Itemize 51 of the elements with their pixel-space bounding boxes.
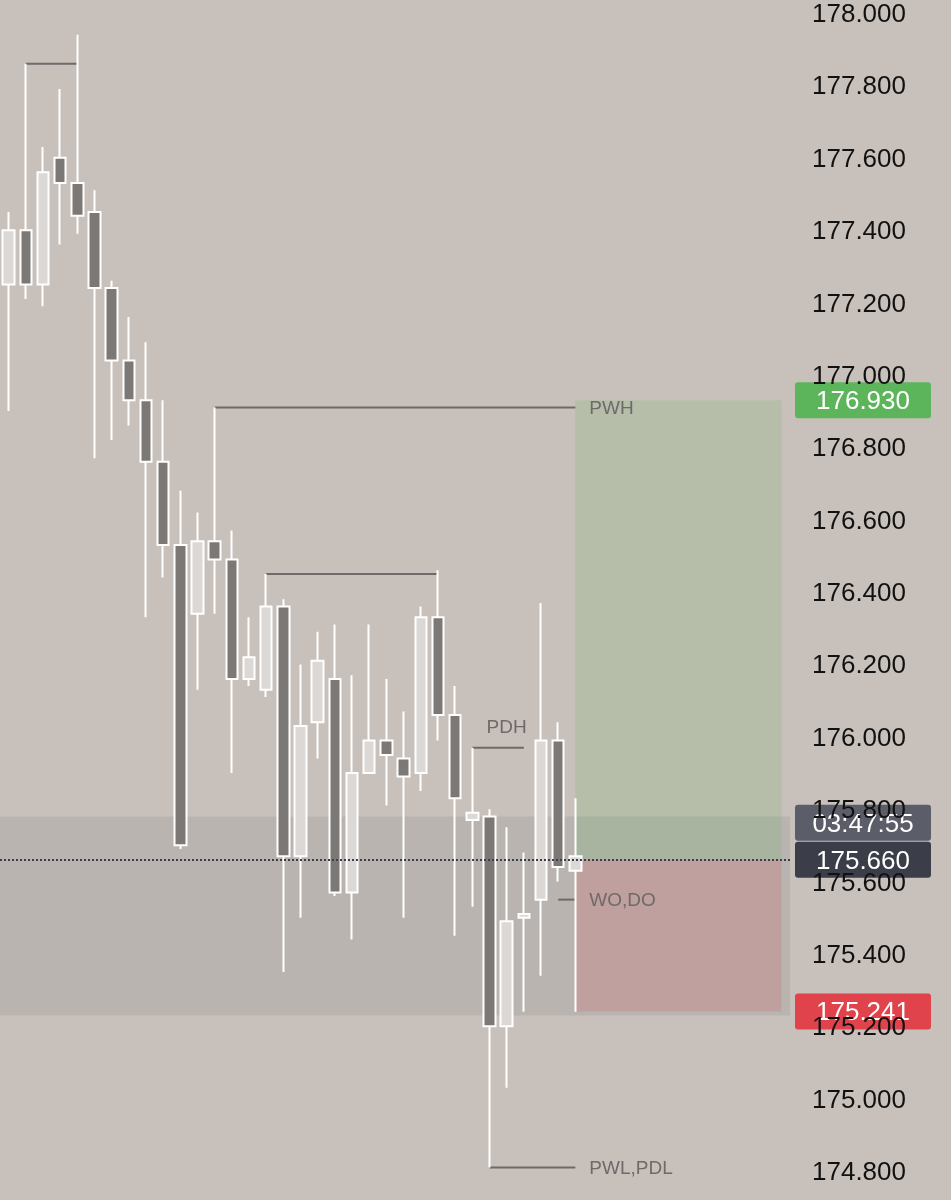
series-label: WO,DO (589, 889, 656, 911)
candlestick (207, 406, 222, 615)
candlestick (396, 710, 411, 919)
y-tick-label: 176.000 (812, 721, 906, 752)
y-tick-label: 176.800 (812, 432, 906, 463)
y-tick-label: 177.400 (812, 215, 906, 246)
candlestick (276, 598, 291, 974)
candlestick (1, 211, 16, 413)
candlestick (242, 616, 256, 688)
y-tick-label: 176.600 (812, 504, 906, 535)
candlestick (36, 145, 50, 308)
series-label: PWL,PDL (589, 1156, 673, 1178)
y-tick-label: 177.200 (812, 287, 906, 318)
candlestick (53, 88, 67, 246)
candlestick (465, 746, 480, 908)
candlestick (310, 630, 325, 760)
candlestick (293, 663, 308, 919)
y-tick-label: 177.800 (812, 70, 906, 101)
candlestick (328, 623, 342, 898)
series-label: PWH (589, 396, 634, 418)
candlestick (122, 315, 136, 427)
candlestick (517, 851, 531, 1013)
candlestick (482, 808, 497, 1169)
y-tick-label: 177.600 (812, 142, 906, 173)
y-tick-label: 176.200 (812, 649, 906, 680)
candlestick (362, 623, 376, 774)
candlestick (173, 489, 188, 850)
candlestick (104, 279, 119, 442)
candlestick (345, 674, 359, 941)
candlestick (499, 826, 514, 1089)
y-tick-label: 175.000 (812, 1083, 906, 1114)
y-tick-label: 178.000 (812, 0, 906, 28)
candlestick (139, 341, 153, 619)
y-tick-label: 174.800 (812, 1156, 906, 1187)
y-tick-label: 176.400 (812, 577, 906, 608)
candlestick (225, 529, 239, 774)
candlestick (87, 189, 102, 460)
candlestick (448, 685, 462, 937)
candlestick (379, 677, 394, 807)
candlestick (551, 721, 565, 883)
candlestick (431, 569, 445, 742)
candlestick (190, 511, 205, 691)
candlestick (414, 605, 428, 793)
candlestick (568, 797, 583, 1013)
y-tick-label: 175.400 (812, 938, 906, 969)
candlestick (70, 33, 85, 235)
candlestick (19, 62, 33, 300)
candlestick (259, 572, 273, 698)
series-label: PDH (486, 715, 527, 737)
candlestick (534, 601, 548, 977)
candlestick (156, 399, 170, 579)
